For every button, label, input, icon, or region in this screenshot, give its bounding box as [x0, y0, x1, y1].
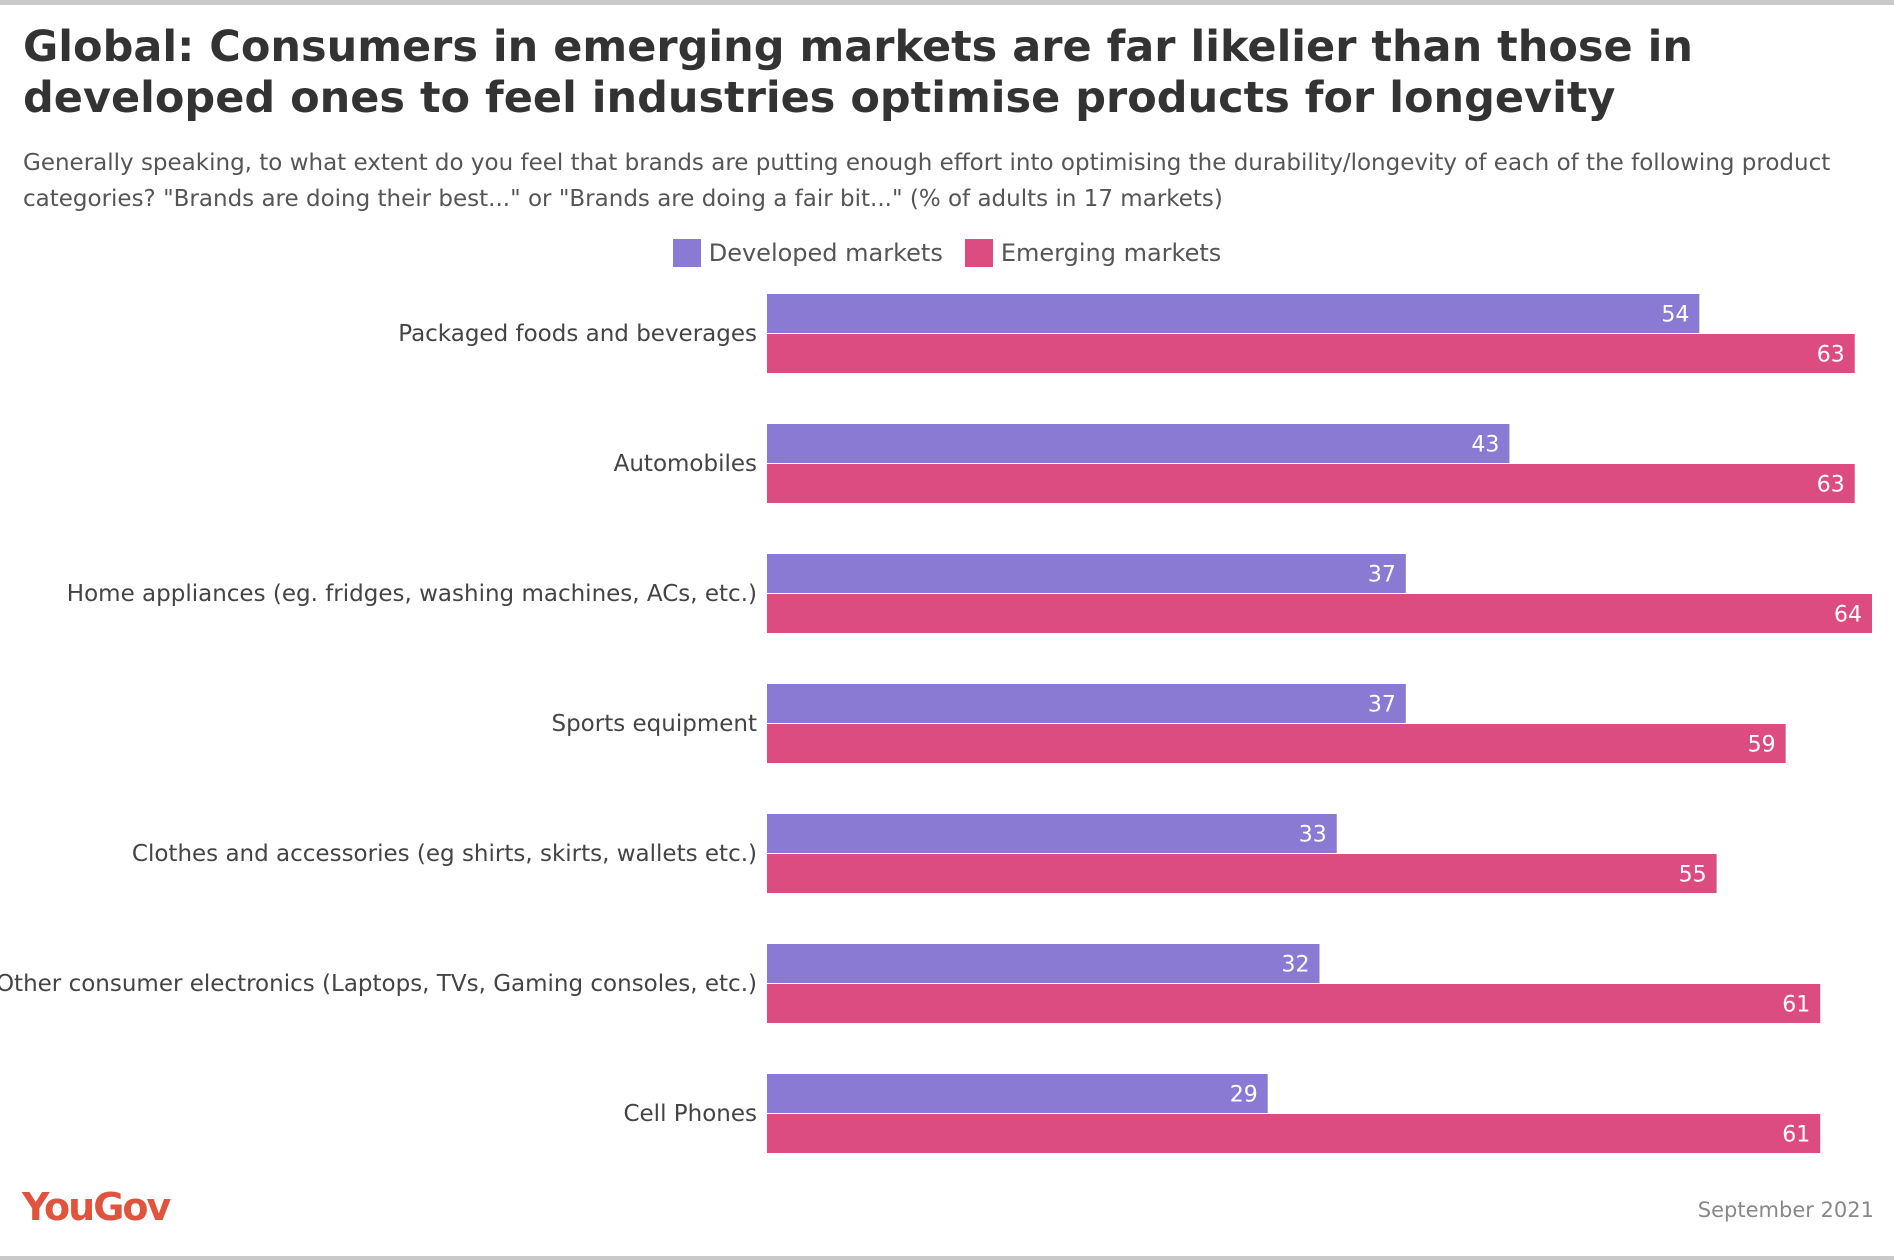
bar-developed[interactable]	[767, 424, 1510, 463]
bar-emerging[interactable]	[767, 464, 1855, 503]
data-label-developed: 33	[1299, 823, 1327, 848]
publication-date: September 2021	[1697, 1198, 1874, 1222]
bar-emerging[interactable]	[767, 724, 1786, 763]
chart-subtitle: Generally speaking, to what extent do yo…	[23, 150, 1831, 212]
category-label: Other consumer electronics (Laptops, TVs…	[0, 971, 757, 997]
category-label: Sports equipment	[551, 711, 757, 737]
data-label-emerging: 61	[1782, 1123, 1810, 1148]
bottom-rule	[0, 1256, 1894, 1260]
data-label-developed: 29	[1230, 1083, 1258, 1108]
legend-swatch-developed	[672, 239, 701, 267]
yougov-logo: YouGov	[22, 1185, 171, 1229]
legend-label-developed: Developed markets	[708, 239, 943, 267]
bar-emerging[interactable]	[767, 984, 1821, 1023]
data-label-developed: 32	[1282, 953, 1310, 978]
legend-swatch-emerging	[964, 239, 993, 267]
bar-developed[interactable]	[767, 294, 1700, 333]
legend-item-developed[interactable]: Developed markets	[672, 239, 943, 267]
bar-developed[interactable]	[767, 944, 1320, 983]
bar-developed[interactable]	[767, 814, 1337, 853]
category-label: Packaged foods and beverages	[398, 321, 757, 347]
chart-title: Global: Consumers in emerging markets ar…	[23, 22, 1693, 123]
bar-emerging[interactable]	[767, 854, 1717, 893]
data-label-emerging: 59	[1748, 733, 1776, 758]
bar-emerging[interactable]	[767, 1114, 1821, 1153]
category-label: Cell Phones	[623, 1101, 757, 1127]
category-label: Home appliances (eg. fridges, washing ma…	[67, 581, 757, 607]
top-rule	[0, 0, 1894, 5]
data-label-developed: 43	[1471, 433, 1499, 458]
data-label-emerging: 63	[1817, 343, 1845, 368]
bar-developed[interactable]	[767, 1074, 1268, 1113]
data-label-emerging: 64	[1834, 603, 1862, 628]
data-label-emerging: 61	[1782, 993, 1810, 1018]
bar-emerging[interactable]	[767, 334, 1855, 373]
data-label-developed: 54	[1661, 303, 1689, 328]
legend-item-emerging[interactable]: Emerging markets	[964, 239, 1222, 267]
data-label-emerging: 55	[1679, 863, 1707, 888]
data-label-developed: 37	[1368, 693, 1396, 718]
category-label: Clothes and accessories (eg shirts, skir…	[132, 841, 757, 867]
category-label: Automobiles	[614, 451, 757, 477]
bar-emerging[interactable]	[767, 594, 1872, 633]
data-label-developed: 37	[1368, 563, 1396, 588]
data-label-emerging: 63	[1817, 473, 1845, 498]
legend-label-emerging: Emerging markets	[1000, 239, 1222, 267]
bar-developed[interactable]	[767, 554, 1406, 593]
bar-developed[interactable]	[767, 684, 1406, 723]
legend: Developed markets Emerging markets	[0, 236, 1894, 270]
